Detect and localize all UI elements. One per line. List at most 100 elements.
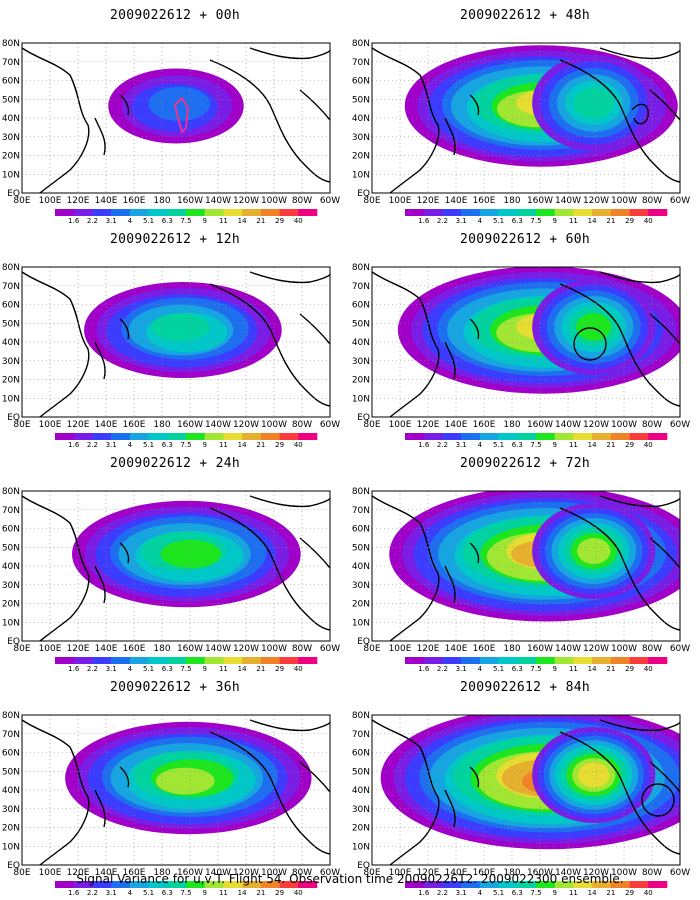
lat-label: 30N	[352, 581, 370, 591]
colorbar-label: 2.2	[437, 441, 448, 449]
colorbar-label: 1.6	[68, 217, 80, 225]
colorbar-label: 5.1	[493, 665, 504, 673]
lon-label: 80E	[363, 196, 380, 206]
lat-label: 30N	[2, 805, 20, 815]
lat-label: 40N	[2, 562, 20, 572]
lat-label: 80N	[352, 39, 370, 49]
coastline	[469, 94, 480, 116]
lat-label: 10N	[2, 618, 20, 628]
lat-label: 10N	[2, 170, 20, 180]
lon-label: 60W	[670, 868, 690, 878]
colorbar-label: 40	[294, 441, 303, 449]
colorbar-label: 7.5	[530, 889, 541, 897]
lat-label: 80N	[2, 39, 20, 49]
lon-label: 80W	[642, 868, 662, 878]
lon-label: 100E	[39, 644, 62, 654]
colorbar-label: 7.5	[530, 665, 541, 673]
lat-label: 40N	[2, 338, 20, 348]
coastline	[372, 719, 440, 865]
colorbar-label: 9	[552, 217, 556, 225]
lon-label: 160E	[123, 868, 146, 878]
lon-label: 140W	[555, 644, 581, 654]
lon-label: 160W	[527, 196, 553, 206]
colorbar: 1.6 2.2 3.1 4 5.1 6.3 7.5 9 11 14 21 29 40	[55, 881, 318, 897]
lon-label: 120W	[233, 420, 259, 430]
lon-label: 160E	[473, 868, 496, 878]
lat-label: 50N	[2, 95, 20, 105]
colorbar-label: 40	[644, 441, 653, 449]
panel-title: 2009022612 + 36h	[109, 680, 241, 695]
lat-label: 70N	[352, 282, 370, 292]
coastline	[444, 341, 456, 380]
lon-label: 100W	[261, 644, 287, 654]
variance-contour	[148, 86, 211, 121]
lon-label: 140W	[555, 868, 581, 878]
coastline	[559, 59, 680, 183]
lat-label: 20N	[2, 152, 20, 162]
coastline	[249, 495, 330, 508]
colorbar-label: 9	[202, 217, 206, 225]
colorbar-label: 4	[478, 889, 483, 897]
colorbar-label: 11	[219, 441, 228, 449]
colorbar-label: 3.1	[456, 217, 467, 225]
colorbar-label: 6.3	[512, 665, 523, 673]
lon-label: 100E	[389, 420, 412, 430]
colorbar-label: 3.1	[456, 665, 467, 673]
target-circle	[641, 783, 675, 817]
colorbar-label: 3.1	[456, 889, 467, 897]
coastline	[299, 537, 330, 569]
coastline	[94, 789, 106, 828]
coastline	[469, 766, 480, 788]
coastline	[559, 507, 680, 631]
colorbar-label: 21	[256, 441, 265, 449]
lat-label: 10N	[2, 394, 20, 404]
lon-label: 100E	[39, 868, 62, 878]
lon-label: 160W	[177, 868, 203, 878]
variance-contour	[160, 539, 221, 569]
colorbar-label: 40	[294, 217, 303, 225]
lon-label: 140E	[95, 196, 118, 206]
coastline	[649, 89, 680, 121]
lon-label: 100E	[389, 644, 412, 654]
panel-title: 2009022612 + 48h	[459, 8, 591, 23]
lon-label: 160E	[473, 196, 496, 206]
colorbar-label: 6.3	[162, 889, 173, 897]
lat-label: 30N	[2, 357, 20, 367]
lon-label: 140E	[445, 420, 468, 430]
lat-label: 20N	[2, 376, 20, 386]
figure-caption: Signal Variance for u,v,T. Flight 54. Ob…	[76, 872, 624, 886]
coastline	[599, 271, 680, 284]
lat-label: 10N	[352, 618, 370, 628]
coastline	[299, 89, 330, 121]
lat-label: 80N	[352, 487, 370, 497]
lon-label: 100E	[39, 196, 62, 206]
colorbar-label: 29	[275, 665, 284, 673]
coastline	[94, 565, 106, 604]
colorbar-label: 2.2	[437, 665, 448, 673]
lat-label: 60N	[2, 77, 20, 87]
lon-label: 60W	[320, 868, 340, 878]
coastline	[299, 313, 330, 345]
lon-label: 120E	[417, 420, 440, 430]
lon-label: 80W	[642, 420, 662, 430]
colorbar-label: 1.6	[418, 665, 430, 673]
lon-label: 120W	[233, 196, 259, 206]
coastline	[444, 565, 456, 604]
colorbar-label: 11	[569, 217, 578, 225]
lat-label: 60N	[2, 525, 20, 535]
coastline	[209, 59, 330, 183]
lon-label: 180	[153, 868, 170, 878]
lat-label: 20N	[2, 600, 20, 610]
colorbar-label: 21	[256, 217, 265, 225]
colorbar-label: 6.3	[162, 441, 173, 449]
colorbar-label: 14	[238, 889, 247, 897]
lat-label: 70N	[352, 506, 370, 516]
map-panel-p84: 2009022612 + 84h 80N 70N 60N 50N 40N 30N 20N 10N…	[350, 672, 700, 897]
coastline	[599, 47, 680, 60]
coastline	[649, 313, 680, 345]
colorbar-label: 40	[294, 889, 303, 897]
lon-label: 140W	[205, 868, 231, 878]
